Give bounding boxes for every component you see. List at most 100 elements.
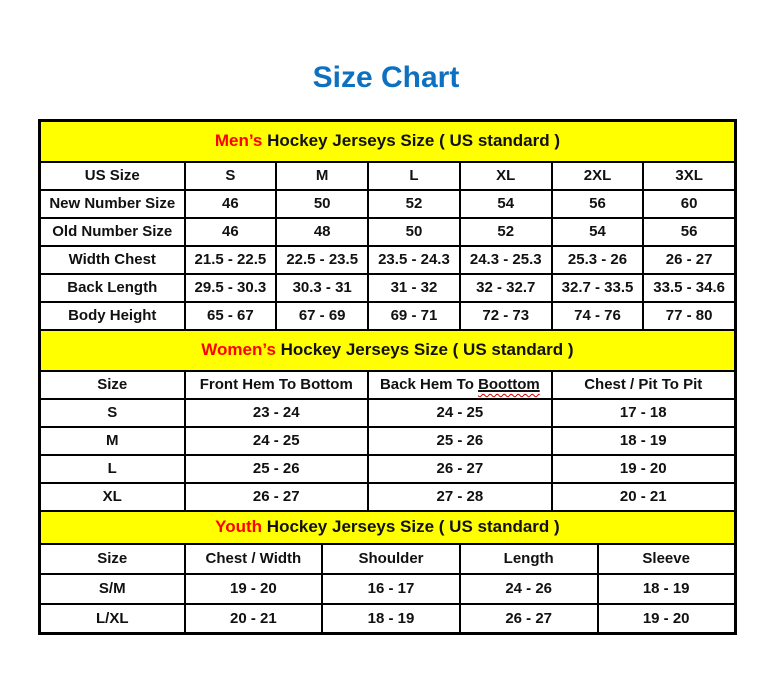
value-cell: 21.5 - 22.5 xyxy=(183,244,278,275)
value-cell: 67 - 69 xyxy=(275,300,370,331)
header-cell: Sleeve xyxy=(596,542,737,575)
value-cell: 26 - 27 xyxy=(458,602,599,635)
section-title-text: Hockey Jerseys Size ( US standard ) xyxy=(262,517,560,536)
data-row: Width Chest 21.5 - 22.5 22.5 - 23.5 23.5 - … xyxy=(38,244,737,275)
row-label: L/XL xyxy=(38,602,186,635)
value-cell: 24 - 25 xyxy=(367,397,553,428)
women-header-row: Size Front Hem To Bottom Back Hem To Boott… xyxy=(38,369,737,400)
men-header-row: US Size S M L XL 2XL 3XL xyxy=(38,160,737,191)
value-cell: 52 xyxy=(458,216,553,247)
youth-section-band: Youth Hockey Jerseys Size ( US standard … xyxy=(38,509,737,545)
value-cell: 60 xyxy=(642,188,737,219)
header-cell: Chest / Pit To Pit xyxy=(550,369,737,400)
value-cell: 26 - 27 xyxy=(642,244,737,275)
value-cell: 32 - 32.7 xyxy=(458,272,553,303)
page-title: Size Chart xyxy=(312,61,460,94)
header-cell: XL xyxy=(458,160,553,191)
row-label: Back Length xyxy=(38,272,186,303)
section-band-cell: Men’s Hockey Jerseys Size ( US standard … xyxy=(38,119,737,163)
section-band-cell: Women’s Hockey Jerseys Size ( US standar… xyxy=(38,328,737,372)
value-cell: 24 - 26 xyxy=(458,572,599,605)
row-label: M xyxy=(38,425,186,456)
header-cell-label: US Size xyxy=(38,160,186,191)
value-cell: 54 xyxy=(550,216,645,247)
header-cell: Front Hem To Bottom xyxy=(183,369,370,400)
header-cell: Length xyxy=(458,542,599,575)
section-title-highlight: Women’s xyxy=(201,340,276,359)
value-cell: 46 xyxy=(183,216,278,247)
value-cell: 19 - 20 xyxy=(596,602,737,635)
value-cell: 52 xyxy=(367,188,461,219)
value-cell: 46 xyxy=(183,188,278,219)
value-cell: 29.5 - 30.3 xyxy=(183,272,278,303)
header-cell: S xyxy=(183,160,278,191)
value-cell: 25.3 - 26 xyxy=(550,244,645,275)
value-cell: 17 - 18 xyxy=(550,397,737,428)
value-cell: 56 xyxy=(642,216,737,247)
section-title-highlight: Men’s xyxy=(214,131,263,151)
value-cell: 50 xyxy=(275,188,370,219)
row-label: L xyxy=(38,453,186,484)
header-cell: 2XL xyxy=(550,160,645,191)
value-cell: 50 xyxy=(367,216,461,247)
value-cell: 25 - 26 xyxy=(367,425,553,456)
data-row: XL 26 - 27 27 - 28 20 - 21 xyxy=(38,481,737,512)
data-row: Body Height 65 - 67 67 - 69 69 - 71 72 - 73 7… xyxy=(38,300,737,331)
section-title-highlight: Youth xyxy=(215,517,263,536)
section-title-text: Hockey Jerseys Size ( US standard ) xyxy=(262,131,561,151)
value-cell: 16 - 17 xyxy=(321,572,461,605)
value-cell: 22.5 - 23.5 xyxy=(275,244,370,275)
value-cell: 54 xyxy=(458,188,553,219)
value-cell: 23.5 - 24.3 xyxy=(367,244,461,275)
size-chart-body: Men’s Hockey Jerseys Size ( US standard … xyxy=(38,119,737,635)
size-chart-table: Men’s Hockey Jerseys Size ( US standard … xyxy=(38,119,737,635)
header-cell: M xyxy=(275,160,370,191)
row-label: S/M xyxy=(38,572,186,605)
value-cell: 24.3 - 25.3 xyxy=(458,244,553,275)
header-cell: 3XL xyxy=(642,160,737,191)
section-band-cell: Youth Hockey Jerseys Size ( US standard … xyxy=(38,509,737,545)
value-cell: 23 - 24 xyxy=(183,397,370,428)
value-cell: 27 - 28 xyxy=(367,481,553,512)
value-cell: 18 - 19 xyxy=(596,572,737,605)
value-cell: 19 - 20 xyxy=(550,453,737,484)
data-row: L 25 - 26 26 - 27 19 - 20 xyxy=(38,453,737,484)
value-cell: 32.7 - 33.5 xyxy=(550,272,645,303)
value-cell: 72 - 73 xyxy=(458,300,553,331)
header-cell-label: Size xyxy=(38,369,186,400)
row-label: New Number Size xyxy=(38,188,186,219)
data-row: L/XL 20 - 21 18 - 19 26 - 27 19 - 20 xyxy=(38,602,737,635)
youth-header-row: Size Chest / Width Shoulder Length Sleeve xyxy=(38,542,737,575)
row-label: Body Height xyxy=(38,300,186,331)
value-cell: 26 - 27 xyxy=(367,453,553,484)
data-row: Back Length 29.5 - 30.3 30.3 - 31 31 - 32 32… xyxy=(38,272,737,303)
value-cell: 74 - 76 xyxy=(550,300,645,331)
value-cell: 20 - 21 xyxy=(183,602,324,635)
value-cell: 19 - 20 xyxy=(183,572,324,605)
underlined-text: Boottom xyxy=(478,376,540,393)
header-cell: Chest / Width xyxy=(183,542,324,575)
value-cell: 18 - 19 xyxy=(550,425,737,456)
header-cell: L xyxy=(367,160,461,191)
size-chart-page: Size Chart Men’s Hockey Jerseys Size ( U… xyxy=(0,60,776,692)
women-section-band: Women’s Hockey Jerseys Size ( US standar… xyxy=(38,328,737,372)
men-section-band: Men’s Hockey Jerseys Size ( US standard … xyxy=(38,119,737,163)
data-row: New Number Size 46 50 52 54 56 60 xyxy=(38,188,737,219)
value-cell: 25 - 26 xyxy=(183,453,370,484)
row-label: Old Number Size xyxy=(38,216,186,247)
value-cell: 56 xyxy=(550,188,645,219)
value-cell: 77 - 80 xyxy=(642,300,737,331)
value-cell: 65 - 67 xyxy=(183,300,278,331)
value-cell: 69 - 71 xyxy=(367,300,461,331)
header-cell: Shoulder xyxy=(321,542,461,575)
value-cell: 26 - 27 xyxy=(183,481,370,512)
value-cell: 18 - 19 xyxy=(321,602,461,635)
misspelled-word: Boottom xyxy=(478,376,540,393)
value-cell: 33.5 - 34.6 xyxy=(642,272,737,303)
data-row: S 23 - 24 24 - 25 17 - 18 xyxy=(38,397,737,428)
value-cell: 31 - 32 xyxy=(367,272,461,303)
header-cell: Back Hem To Boottom xyxy=(367,369,553,400)
data-row: S/M 19 - 20 16 - 17 24 - 26 18 - 19 xyxy=(38,572,737,605)
value-cell: 48 xyxy=(275,216,370,247)
value-cell: 30.3 - 31 xyxy=(275,272,370,303)
